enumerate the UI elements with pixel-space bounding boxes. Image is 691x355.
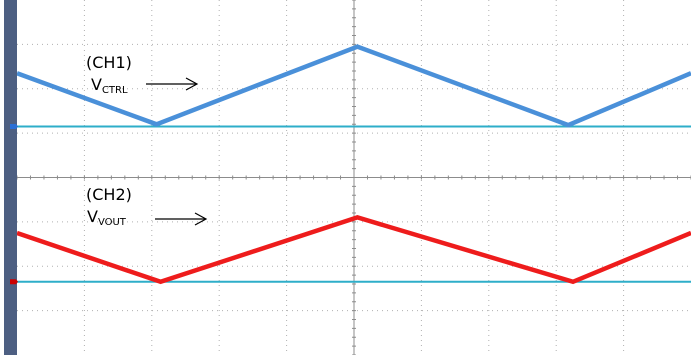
ch1-ground-marker [10, 123, 18, 129]
ch2-arrow-icon [155, 212, 208, 226]
left-bezel-bar [4, 0, 17, 355]
ch1-arrow-icon [146, 77, 199, 91]
channel-markers [10, 123, 18, 285]
ch2-annotation: (CH2) VVOUT [86, 185, 208, 228]
ch1-trace [16, 44, 691, 128]
ch2-signal-name: VVOUT [87, 207, 127, 228]
ch1-signal-name: VCTRL [91, 75, 128, 96]
ch2-trace [16, 215, 691, 285]
ch1-annotation: (CH1) VCTRL [86, 53, 199, 96]
ch1-label: (CH1) [86, 53, 132, 72]
ch2-label: (CH2) [86, 185, 132, 204]
grid [16, 0, 691, 355]
ch2-ground-marker [10, 279, 18, 285]
